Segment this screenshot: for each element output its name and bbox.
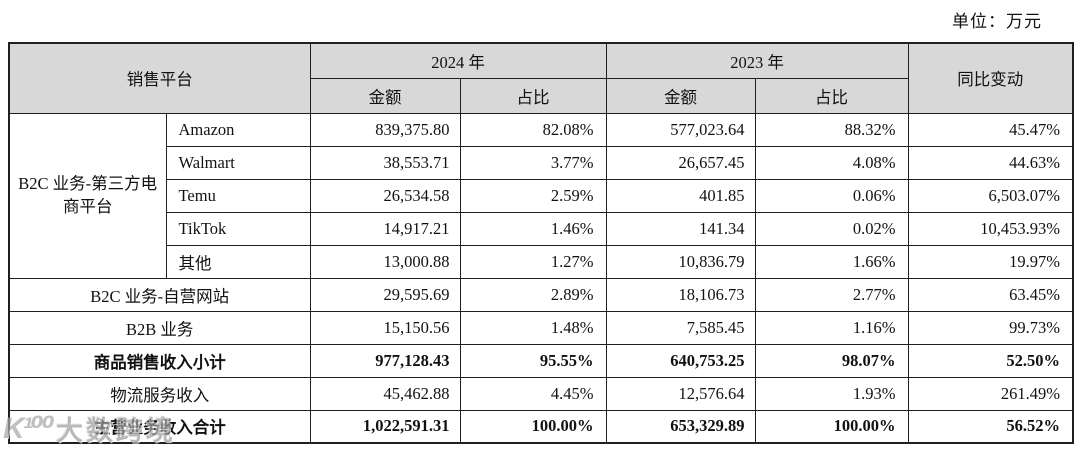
table-row-tiktok: TikTok 14,917.21 1.46% 141.34 0.02% 10,4… xyxy=(9,211,1074,246)
table-row-amazon: B2C 业务-第三方电商平台 Amazon 839,375.80 82.08% … xyxy=(8,112,1074,279)
yoy-cell: 6,503.07% xyxy=(907,178,1074,213)
amount-2024-cell: 14,917.21 xyxy=(309,211,461,246)
yoy-cell: 63.45% xyxy=(907,277,1074,312)
yoy-cell: 10,453.93% xyxy=(907,211,1074,246)
platform-label: Amazon xyxy=(165,112,311,147)
amount-2024-cell: 1,022,591.31 xyxy=(309,409,461,444)
header-yoy-change: 同比变动 xyxy=(907,42,1074,114)
amount-2024-cell: 15,150.56 xyxy=(309,310,461,345)
row-label: B2C 业务-自营网站 xyxy=(8,277,311,312)
share-2023-cell: 0.06% xyxy=(754,178,909,213)
share-2024-cell: 1.46% xyxy=(459,211,607,246)
amount-2023-cell: 7,585.45 xyxy=(605,310,756,345)
share-2024-cell: 1.27% xyxy=(459,244,607,279)
unit-label: 单位：万元 xyxy=(952,12,1042,31)
amount-2023-cell: 12,576.64 xyxy=(605,376,756,411)
amount-2023-cell: 577,023.64 xyxy=(605,112,756,147)
share-2023-cell: 0.02% xyxy=(754,211,909,246)
table-row-walmart: Walmart 38,553.71 3.77% 26,657.45 4.08% … xyxy=(9,145,1074,180)
header-sales-platform: 销售平台 xyxy=(8,42,311,114)
amount-2023-cell: 26,657.45 xyxy=(605,145,756,180)
table-row-goods-sales-subtotal: 商品销售收入小计 977,128.43 95.55% 640,753.25 98… xyxy=(8,343,1074,378)
header-row-measures: 金额 占比 金额 占比 xyxy=(9,77,1073,114)
header-row-years: 销售平台 2024 年 2023 年 同比变动 xyxy=(8,42,1074,114)
share-2024-cell: 1.48% xyxy=(459,310,607,345)
amount-2024-cell: 29,595.69 xyxy=(309,277,461,312)
platform-label: 其他 xyxy=(165,244,311,279)
amount-2023-cell: 653,329.89 xyxy=(605,409,756,444)
share-2023-cell: 2.77% xyxy=(754,277,909,312)
amount-2024-cell: 977,128.43 xyxy=(309,343,461,378)
header-amount-2023: 金额 xyxy=(605,77,756,114)
share-2024-cell: 100.00% xyxy=(459,409,607,444)
yoy-cell: 45.47% xyxy=(907,112,1074,147)
table-header: 销售平台 2024 年 2023 年 同比变动 金额 占比 金额 占比 xyxy=(8,42,1074,114)
share-2023-cell: 100.00% xyxy=(754,409,909,444)
yoy-cell: 99.73% xyxy=(907,310,1074,345)
table-row-others: 其他 13,000.88 1.27% 10,836.79 1.66% 19.97… xyxy=(9,244,1074,279)
amount-2023-cell: 401.85 xyxy=(605,178,756,213)
amount-2023-cell: 640,753.25 xyxy=(605,343,756,378)
share-2023-cell: 1.66% xyxy=(754,244,909,279)
row-label: 物流服务收入 xyxy=(8,376,311,411)
table-row-main-revenue-total: 主营业务收入合计 1,022,591.31 100.00% 653,329.89… xyxy=(8,409,1074,444)
header-amount-2024: 金额 xyxy=(309,77,461,114)
amount-2024-cell: 839,375.80 xyxy=(309,112,461,147)
share-2024-cell: 2.59% xyxy=(459,178,607,213)
amount-2024-cell: 45,462.88 xyxy=(309,376,461,411)
header-share-2023: 占比 xyxy=(754,77,909,114)
amount-2023-cell: 18,106.73 xyxy=(605,277,756,312)
share-2024-cell: 2.89% xyxy=(459,277,607,312)
share-2023-cell: 98.07% xyxy=(754,343,909,378)
table-row-b2c-own-site: B2C 业务-自营网站 29,595.69 2.89% 18,106.73 2.… xyxy=(8,277,1074,312)
amount-2024-cell: 13,000.88 xyxy=(309,244,461,279)
platform-label: Walmart xyxy=(165,145,311,180)
yoy-cell: 19.97% xyxy=(907,244,1074,279)
table-row-b2b: B2B 业务 15,150.56 1.48% 7,585.45 1.16% 99… xyxy=(8,310,1074,345)
share-2024-cell: 95.55% xyxy=(459,343,607,378)
share-2023-cell: 88.32% xyxy=(754,112,909,147)
share-2023-cell: 1.93% xyxy=(754,376,909,411)
share-2023-cell: 1.16% xyxy=(754,310,909,345)
yoy-cell: 261.49% xyxy=(907,376,1074,411)
share-2024-cell: 3.77% xyxy=(459,145,607,180)
row-label: 商品销售收入小计 xyxy=(8,343,311,378)
row-label: 主营业务收入合计 xyxy=(8,409,311,444)
amount-2024-cell: 26,534.58 xyxy=(309,178,461,213)
platform-label: TikTok xyxy=(165,211,311,246)
header-year-2023: 2023 年 xyxy=(605,42,909,79)
header-year-2024: 2024 年 xyxy=(309,42,607,79)
amount-2023-cell: 141.34 xyxy=(605,211,756,246)
share-2024-cell: 4.45% xyxy=(459,376,607,411)
yoy-cell: 52.50% xyxy=(907,343,1074,378)
group-b2c-third-party: B2C 业务-第三方电商平台 xyxy=(8,112,167,279)
header-share-2024: 占比 xyxy=(459,77,607,114)
table-row-temu: Temu 26,534.58 2.59% 401.85 0.06% 6,503.… xyxy=(9,178,1074,213)
yoy-cell: 56.52% xyxy=(907,409,1074,444)
table-row-logistics-revenue: 物流服务收入 45,462.88 4.45% 12,576.64 1.93% 2… xyxy=(8,376,1074,411)
revenue-by-platform-table: 销售平台 2024 年 2023 年 同比变动 金额 占比 金额 占比 B2C … xyxy=(8,42,1074,444)
amount-2023-cell: 10,836.79 xyxy=(605,244,756,279)
yoy-cell: 44.63% xyxy=(907,145,1074,180)
platform-label: Temu xyxy=(165,178,311,213)
row-label: B2B 业务 xyxy=(8,310,311,345)
share-2023-cell: 4.08% xyxy=(754,145,909,180)
share-2024-cell: 82.08% xyxy=(459,112,607,147)
amount-2024-cell: 38,553.71 xyxy=(309,145,461,180)
